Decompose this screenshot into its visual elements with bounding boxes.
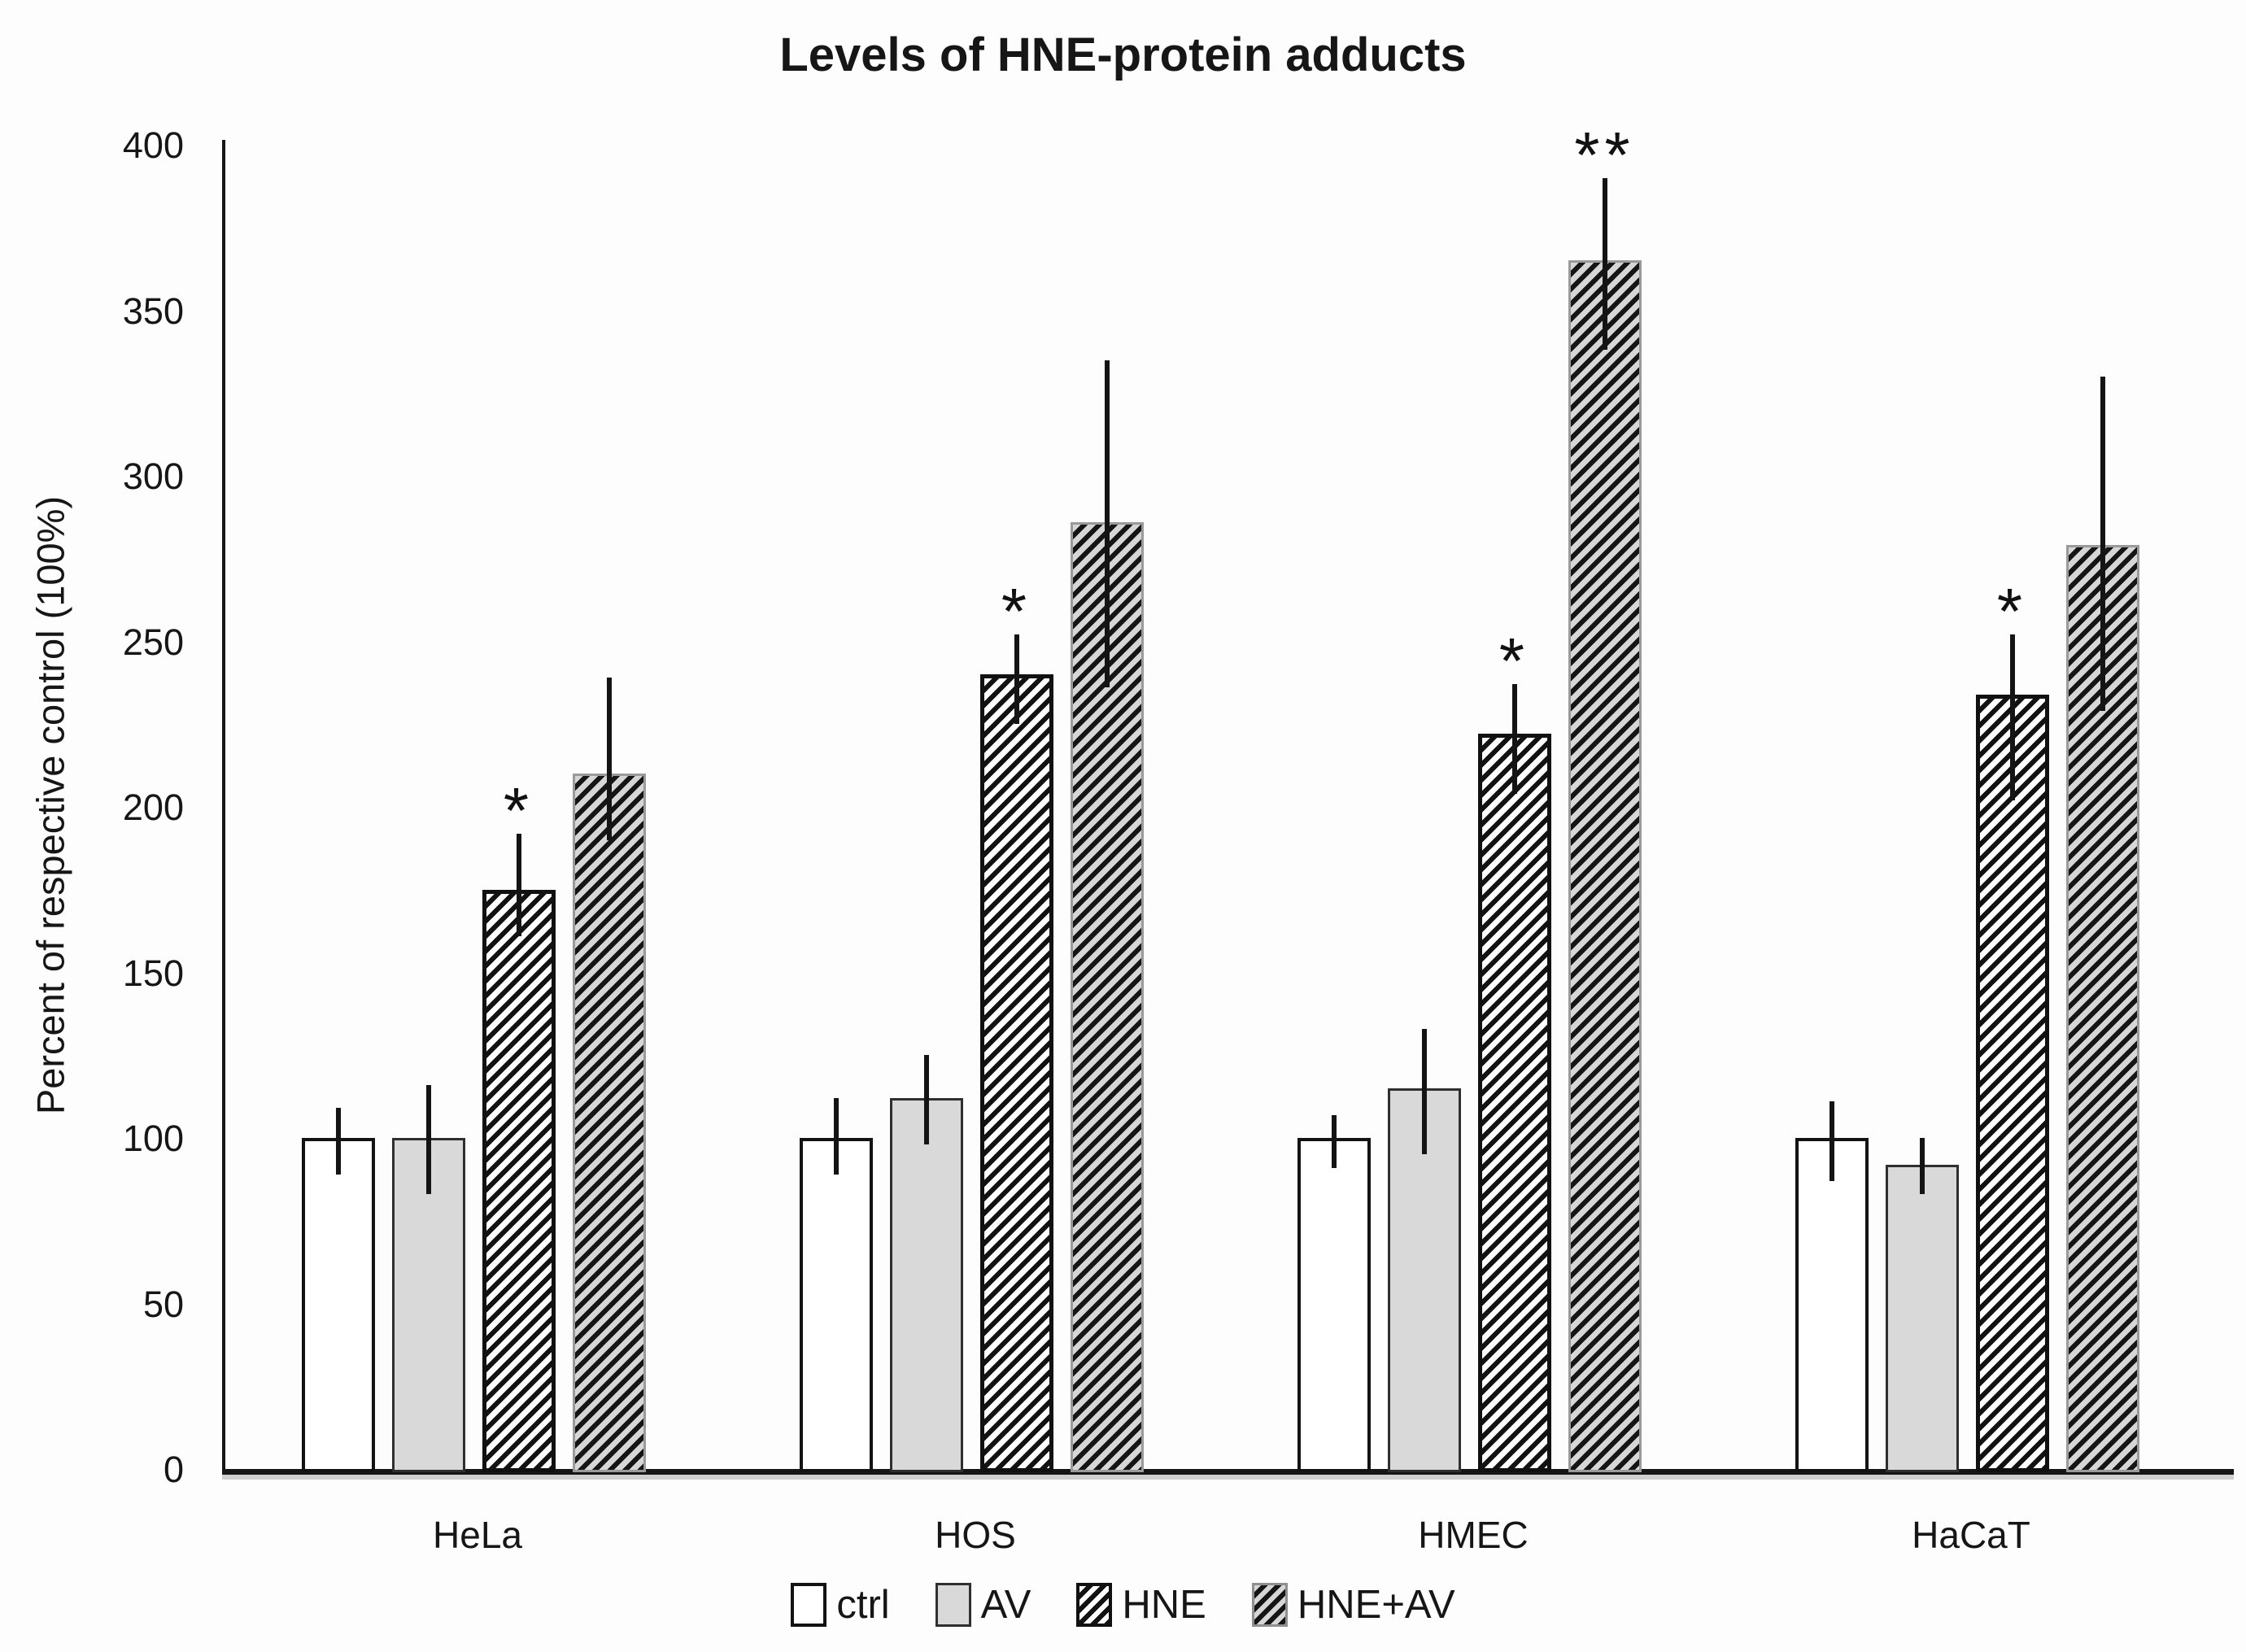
error-bar-HeLa-HNE — [516, 833, 521, 936]
significance-HMEC-HNE+AV: ** — [1574, 118, 1635, 191]
error-bar-HaCaT-HNE+AV — [2100, 376, 2105, 711]
bar-HMEC-ctrl — [1297, 1138, 1371, 1472]
category-label-HaCaT: HaCaT — [1912, 1514, 2030, 1556]
y-tick-label-250: 250 — [122, 621, 184, 663]
significance-HOS-HNE: * — [1001, 575, 1032, 648]
bar-HaCaT-ctrl — [1795, 1138, 1869, 1472]
legend-swatch-ctrl — [791, 1583, 827, 1627]
y-tick-label-400: 400 — [122, 124, 184, 166]
y-tick-label-150: 150 — [122, 952, 184, 994]
bar-HMEC-HNE — [1477, 734, 1551, 1472]
error-bar-HMEC-ctrl — [1331, 1114, 1337, 1168]
y-tick-label-100: 100 — [122, 1118, 184, 1159]
legend-swatch-HNE — [1076, 1583, 1113, 1627]
error-bar-HaCaT-ctrl — [1829, 1101, 1834, 1181]
legend-item-HNE: HNE — [1076, 1583, 1206, 1627]
bar-HOS-AV — [889, 1098, 963, 1472]
bar-HOS-ctrl — [799, 1138, 873, 1472]
category-label-HOS: HOS — [935, 1514, 1016, 1556]
y-tick-label-300: 300 — [122, 455, 184, 497]
y-axis-line — [222, 140, 225, 1475]
y-tick-label-350: 350 — [122, 290, 184, 332]
legend-label-ctrl: ctrl — [836, 1583, 890, 1627]
x-axis-shadow — [222, 1475, 2234, 1480]
legend: ctrl AV HNE HNE+AV — [0, 1583, 2246, 1627]
error-bar-HMEC-HNE+AV — [1602, 177, 1607, 351]
legend-swatch-AV — [935, 1583, 971, 1627]
x-axis-line — [222, 1469, 2234, 1475]
legend-label-AV: AV — [980, 1583, 1031, 1627]
bar-HaCaT-AV — [1885, 1164, 1959, 1472]
y-tick-label-50: 50 — [142, 1283, 184, 1325]
bar-HeLa-ctrl — [301, 1138, 375, 1472]
significance-HaCaT-HNE: * — [1996, 575, 2028, 648]
error-bar-HOS-HNE+AV — [1104, 360, 1110, 688]
legend-item-HNE+AV: HNE+AV — [1251, 1583, 1455, 1627]
error-bar-HeLa-AV — [425, 1084, 431, 1195]
error-bar-HOS-AV — [923, 1055, 929, 1145]
error-bar-HMEC-AV — [1421, 1028, 1427, 1155]
category-label-HeLa: HeLa — [433, 1514, 522, 1556]
bar-HOS-HNE — [979, 674, 1053, 1472]
error-bar-HeLa-HNE+AV — [606, 678, 612, 840]
category-label-HMEC: HMEC — [1418, 1514, 1529, 1556]
bar-HaCaT-HNE — [1975, 694, 2049, 1472]
legend-item-AV: AV — [935, 1583, 1031, 1627]
bar-HMEC-HNE+AV — [1568, 260, 1642, 1472]
error-bar-HOS-ctrl — [833, 1098, 839, 1175]
error-bar-HOS-HNE — [1014, 634, 1019, 725]
significance-HMEC-HNE: * — [1498, 625, 1530, 698]
error-bar-HaCaT-HNE — [2009, 634, 2015, 800]
y-tick-label-200: 200 — [122, 787, 184, 828]
error-bar-HMEC-HNE — [1511, 684, 1517, 794]
chart-title: Levels of HNE-protein adducts — [779, 28, 1467, 81]
legend-label-HNE: HNE — [1122, 1583, 1206, 1627]
legend-item-ctrl: ctrl — [791, 1583, 890, 1627]
legend-swatch-HNE+AV — [1251, 1583, 1288, 1627]
y-tick-label-0: 0 — [163, 1449, 184, 1490]
bar-HeLa-HNE+AV — [572, 774, 646, 1472]
error-bar-HaCaT-AV — [1919, 1138, 1925, 1195]
legend-label-HNE+AV: HNE+AV — [1297, 1583, 1455, 1627]
significance-HeLa-HNE: * — [503, 774, 534, 847]
error-bar-HeLa-ctrl — [335, 1108, 341, 1175]
bar-HeLa-HNE — [482, 889, 556, 1472]
